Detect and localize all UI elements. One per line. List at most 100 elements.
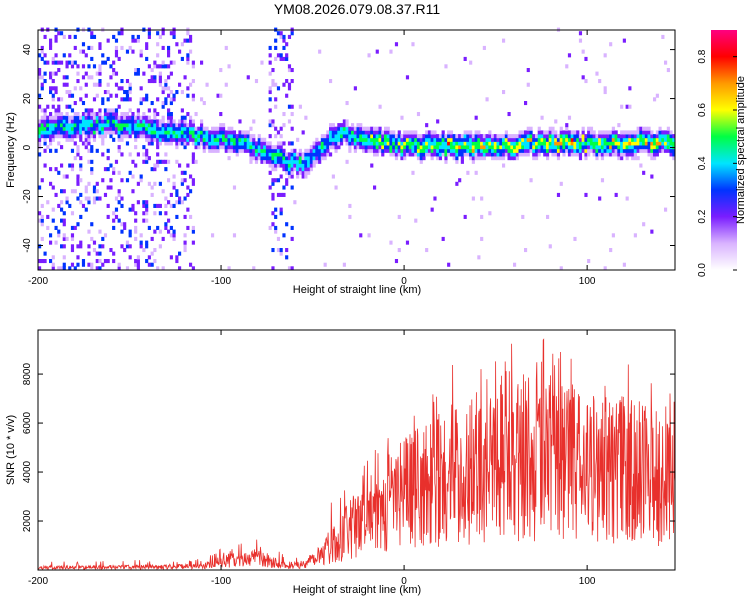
spectrogram-cell (348, 126, 352, 131)
spectrogram-cell (186, 137, 190, 142)
spectrogram-cell (87, 137, 91, 142)
spectrogram-cell (128, 233, 132, 238)
snr-x-tick-label: -100 (211, 576, 231, 587)
spectrogram-cell (246, 148, 250, 153)
spectrogram-cell (606, 141, 610, 146)
spectrogram-cell (655, 152, 659, 157)
spectrogram-cell (323, 137, 327, 142)
spectrogram-cell (81, 203, 86, 208)
spectrogram-cell (95, 93, 99, 98)
spectrogram-cell (411, 170, 415, 175)
spectrogram-cell (136, 108, 140, 113)
spectrogram-cell (84, 145, 88, 150)
spectrogram-cell (186, 123, 190, 128)
spectrogram-cell (633, 130, 637, 135)
spectrogram-cell (320, 152, 324, 157)
spectrogram-cell (54, 167, 58, 172)
spectrogram-cell (120, 45, 124, 50)
spectrogram-cell (463, 134, 467, 139)
spectrogram-cell (68, 34, 72, 39)
spectrogram-cell (441, 141, 445, 146)
spectrogram-cell (175, 255, 179, 260)
spectrogram-cell (54, 192, 58, 197)
spectrogram-cell (70, 236, 75, 241)
spectrogram-cell (263, 156, 267, 161)
spectrogram-cell (469, 148, 473, 153)
spectrogram-cell (95, 115, 99, 120)
spectrogram-cell (62, 82, 66, 87)
spectrogram-cell (230, 141, 234, 146)
spectrogram-cell (491, 148, 495, 153)
spectrogram-cell (581, 134, 585, 139)
spectrogram-cell (38, 130, 42, 135)
spectrogram-cell (164, 196, 168, 201)
spectrogram-cell (145, 259, 149, 264)
spectrogram-cell (551, 126, 555, 131)
spectrogram-cell (556, 152, 561, 157)
spectrogram-cell (213, 145, 217, 150)
spectrogram-cell (367, 53, 371, 58)
spectrogram-cell (312, 163, 316, 168)
snr-y-label: SNR (10 * v/v) (5, 415, 17, 485)
spectrogram-cell (164, 123, 168, 128)
spectrogram-x-tick-label: -200 (28, 276, 48, 287)
spectrogram-cell (394, 141, 399, 146)
spectrogram-cell (87, 229, 91, 234)
spectrogram-cell (213, 137, 217, 142)
spectrogram-cell (49, 38, 53, 43)
spectrogram-cell (145, 156, 149, 161)
spectrogram-cell (200, 141, 204, 146)
spectrogram-cell (532, 156, 536, 161)
spectrogram-cell (191, 240, 195, 245)
spectrogram-cell (114, 93, 119, 98)
spectrogram-cell (578, 148, 583, 153)
spectrogram-cell (43, 163, 47, 168)
spectrogram-cell (480, 196, 484, 201)
spectrogram-cell (279, 53, 283, 58)
spectrogram-cell (131, 189, 135, 194)
spectrogram-cell (38, 71, 42, 76)
spectrogram-cell (167, 134, 171, 139)
spectrogram-cell (76, 112, 80, 117)
spectrogram-cell (249, 148, 253, 153)
spectrogram-cell (422, 148, 426, 153)
spectrogram-cell (282, 56, 286, 61)
spectrogram-cell (128, 45, 132, 50)
spectrogram-cell (650, 141, 654, 146)
spectrogram-cell (389, 145, 393, 150)
spectrogram-cell (95, 82, 99, 87)
spectrogram-cell (117, 115, 121, 120)
spectrogram-cell (285, 79, 289, 84)
spectrogram-cell (524, 148, 528, 153)
spectrogram-cell (345, 137, 349, 142)
spectrogram-cell (334, 148, 338, 153)
spectrogram-cell (238, 119, 242, 124)
spectrogram-cell (150, 251, 154, 256)
spectrogram-cell (507, 112, 511, 117)
spectrogram-cell (76, 126, 80, 131)
snr-y-tick-label: 8000 (22, 363, 33, 386)
spectrogram-cell (147, 141, 151, 146)
spectrogram-cell (136, 126, 140, 131)
spectrogram-cell (463, 137, 467, 142)
spectrogram-cell (430, 207, 434, 212)
spectrogram-cell (54, 34, 58, 39)
spectrogram-cell (134, 262, 138, 267)
spectrogram-cell (164, 141, 168, 146)
spectrogram-cell (622, 141, 626, 146)
spectrogram-cell (241, 130, 245, 135)
spectrogram-cell (172, 174, 176, 179)
spectrogram-cell (633, 233, 637, 238)
spectrogram-cell (425, 141, 429, 146)
spectrogram-cell (279, 148, 283, 153)
spectrogram-cell (131, 123, 135, 128)
spectrogram-cell (103, 126, 108, 131)
spectrogram-cell (449, 137, 454, 142)
spectrogram-cell (595, 145, 599, 150)
spectrogram-cell (186, 126, 190, 131)
spectrogram-cell (589, 141, 594, 146)
spectrogram-cell (543, 152, 547, 157)
spectrogram-cell (232, 145, 237, 150)
spectrogram-cell (664, 137, 668, 142)
